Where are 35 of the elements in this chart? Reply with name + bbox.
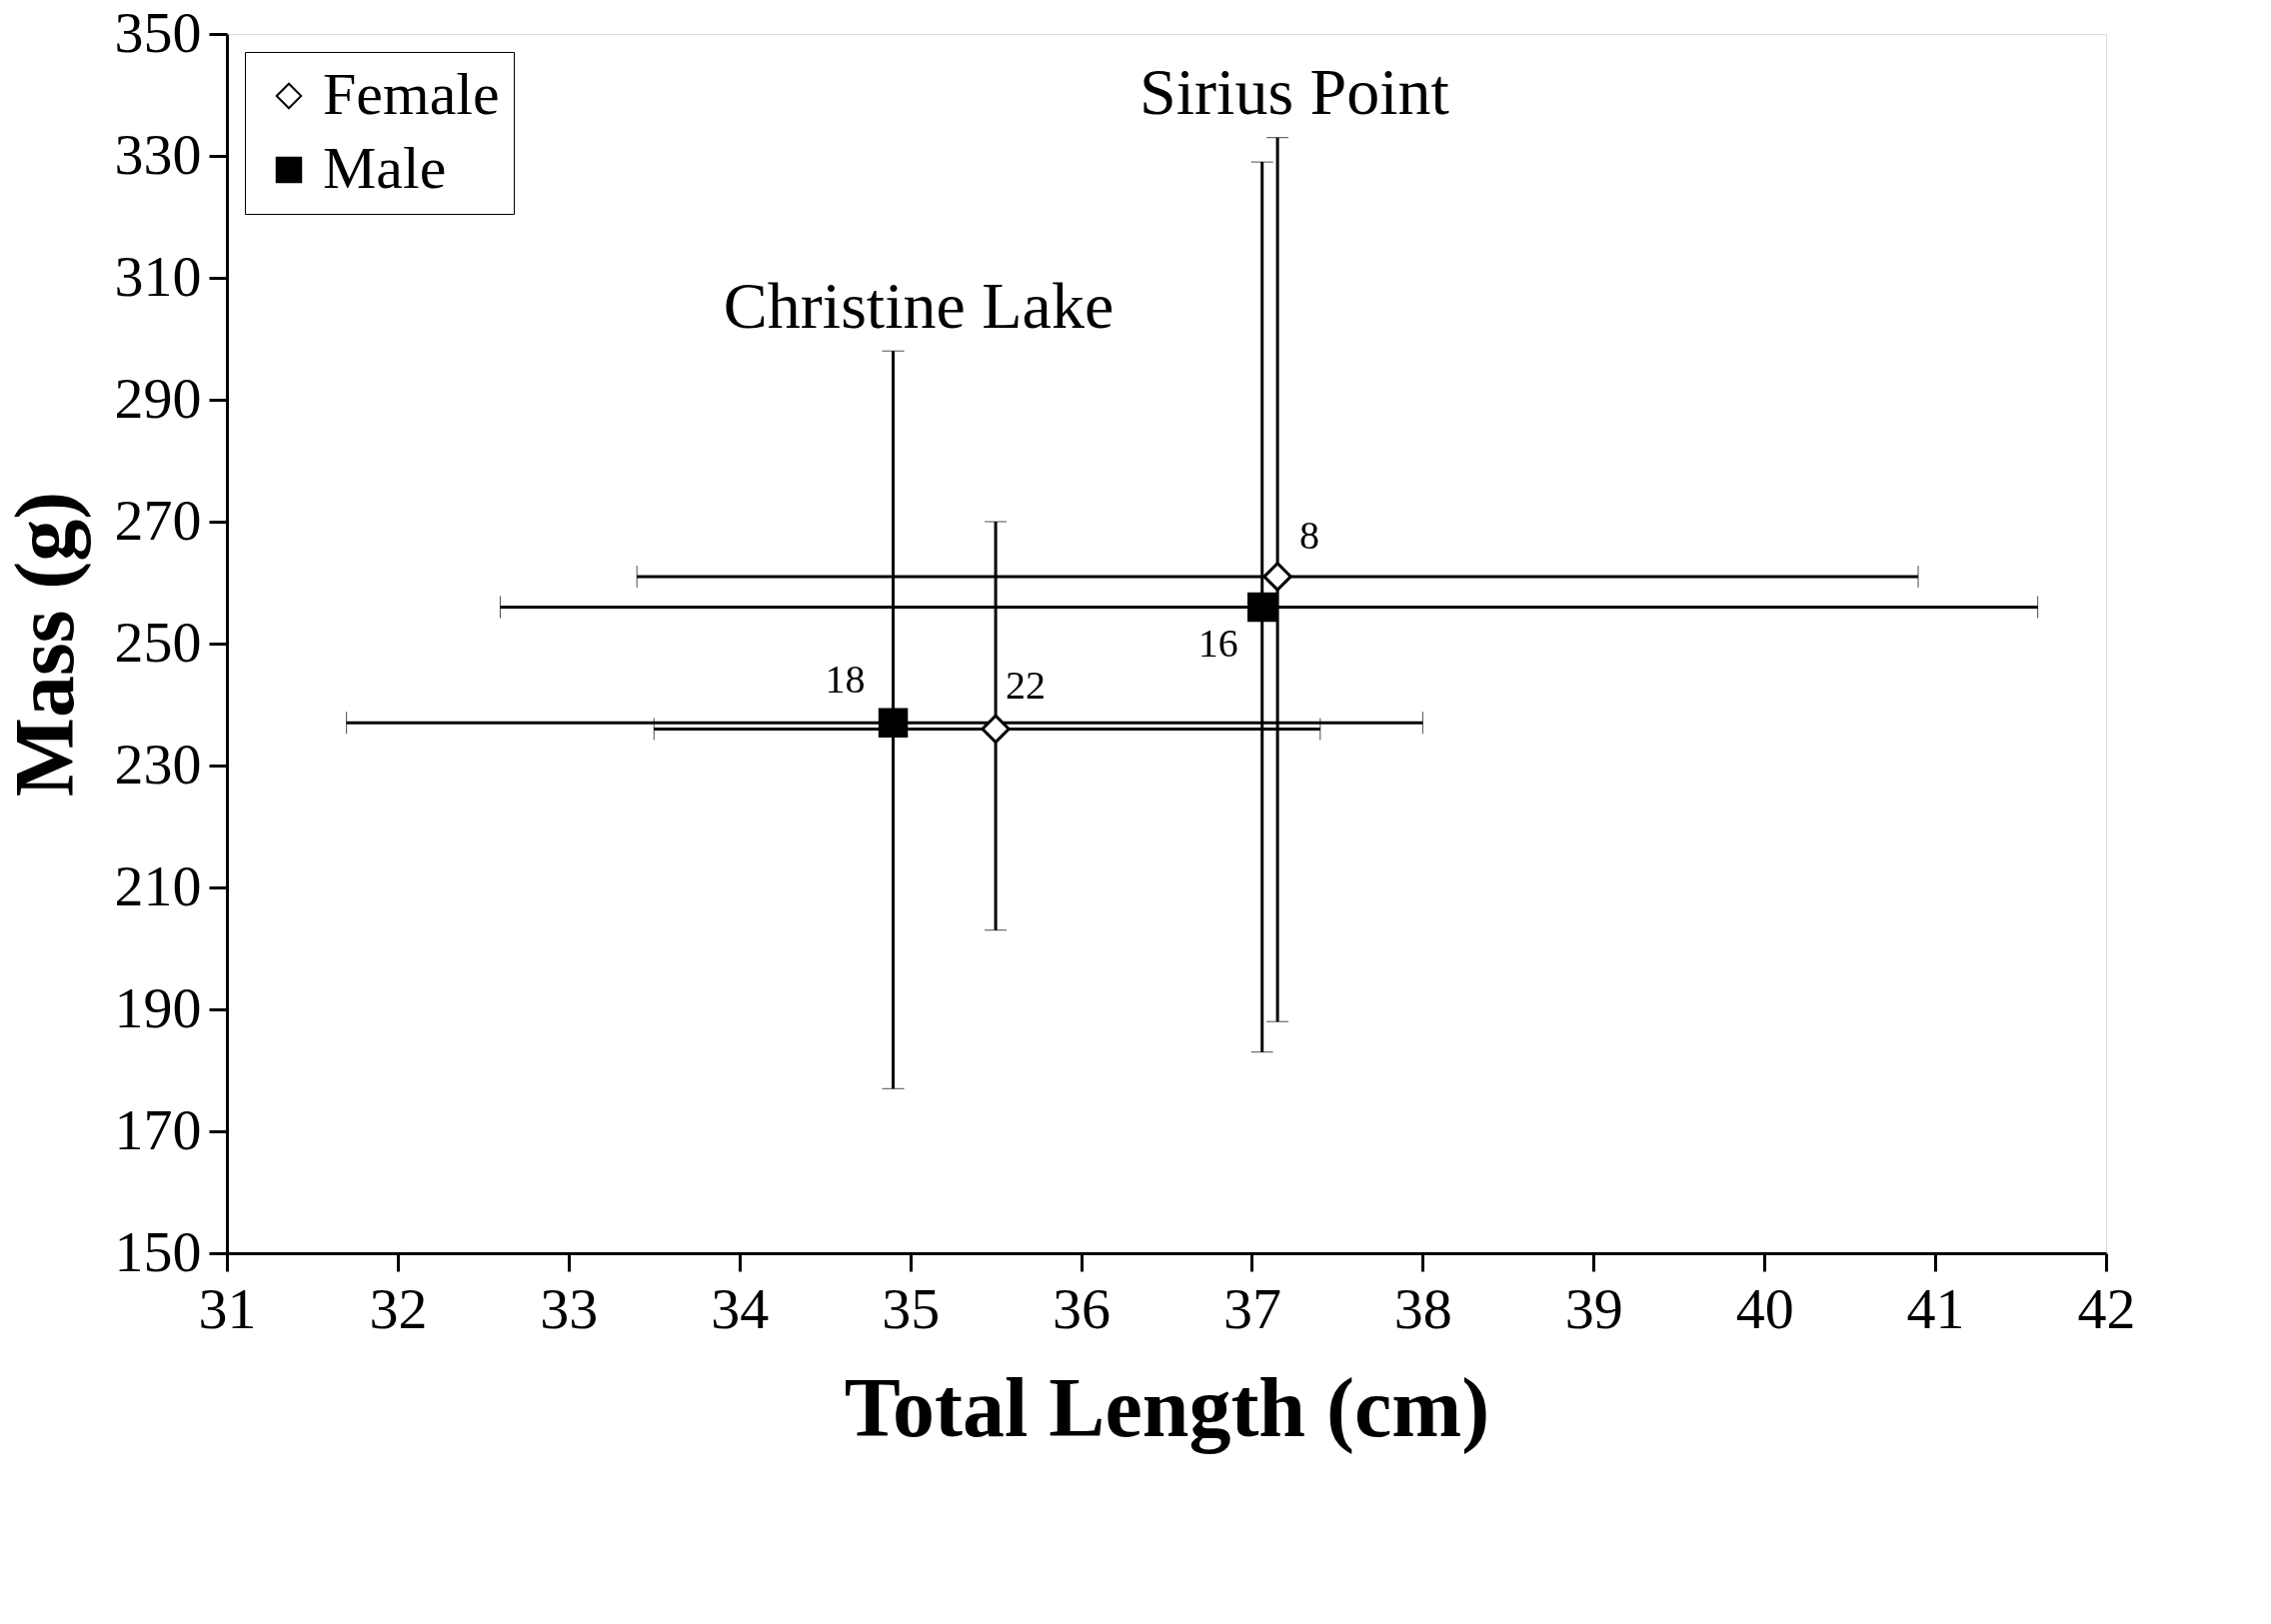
x-tick-label: 33 — [540, 1275, 599, 1341]
y-tick-label: 310 — [114, 243, 202, 309]
annotation: Sirius Point — [1139, 55, 1449, 128]
x-tick-label: 42 — [2077, 1275, 2136, 1341]
legend-label: Male — [323, 135, 447, 201]
x-tick-label: 39 — [1564, 1275, 1623, 1341]
legend-label: Female — [323, 61, 500, 127]
annotation: 22 — [1006, 663, 1047, 709]
annotation: Christine Lake — [723, 269, 1115, 342]
x-tick-label: 32 — [369, 1275, 428, 1341]
y-tick-label: 170 — [114, 1096, 202, 1162]
x-axis-title: Total Length (cm) — [844, 1360, 1490, 1455]
y-tick-label: 210 — [114, 852, 202, 918]
x-tick-label: 35 — [882, 1275, 941, 1341]
y-tick-label: 230 — [114, 731, 202, 797]
y-tick-label: 250 — [114, 609, 202, 675]
y-tick-label: 270 — [114, 487, 202, 553]
x-tick-label: 41 — [1906, 1275, 1965, 1341]
y-tick-label: 330 — [114, 121, 202, 187]
point — [878, 708, 909, 739]
y-tick-label: 290 — [114, 365, 202, 431]
annotation: 16 — [1197, 621, 1238, 667]
x-tick-label: 37 — [1222, 1275, 1281, 1341]
x-tick-label: 40 — [1735, 1275, 1794, 1341]
point — [981, 714, 1011, 745]
y-axis-title: Mass (g) — [0, 491, 92, 798]
x-tick-label: 34 — [711, 1275, 770, 1341]
annotation: 8 — [1299, 512, 1320, 558]
x-tick-label: 36 — [1053, 1275, 1112, 1341]
y-tick-label: 190 — [114, 974, 202, 1040]
x-tick-label: 38 — [1393, 1275, 1452, 1341]
annotation: 18 — [825, 657, 866, 703]
y-tick-label: 350 — [114, 0, 202, 65]
point — [1246, 592, 1277, 623]
point — [1262, 562, 1292, 592]
